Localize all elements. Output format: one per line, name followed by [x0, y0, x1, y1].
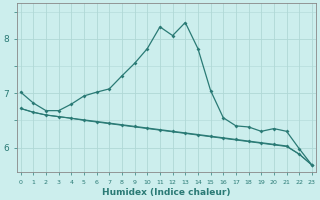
X-axis label: Humidex (Indice chaleur): Humidex (Indice chaleur) — [102, 188, 230, 197]
